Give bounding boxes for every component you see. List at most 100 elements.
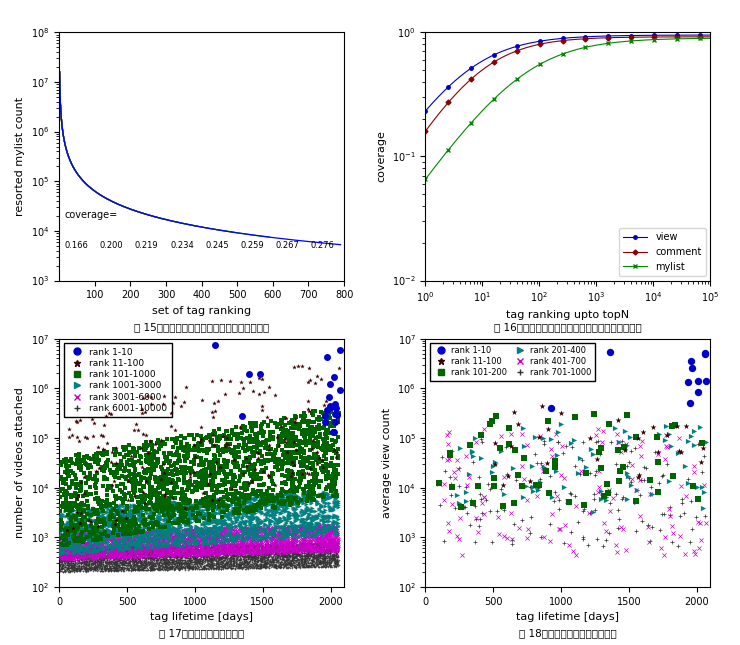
Point [85, 548, 97, 558]
Point [271, 552, 283, 562]
Point [169, 450, 181, 460]
Point [319, 555, 331, 566]
Point [210, 530, 222, 540]
Point [317, 543, 329, 553]
Point [692, 386, 704, 397]
Point [159, 550, 171, 560]
Point [257, 528, 269, 539]
Point [183, 502, 195, 513]
Point [162, 559, 174, 569]
Point [78, 550, 90, 560]
Point [269, 493, 281, 503]
Point [104, 546, 115, 557]
Point [276, 501, 288, 511]
Point [128, 545, 140, 555]
Point [209, 531, 221, 542]
Point [269, 542, 281, 553]
Point [95, 551, 107, 562]
Point [71, 555, 83, 565]
Point [206, 543, 218, 553]
Point [133, 565, 145, 575]
Point [315, 502, 327, 512]
Point [247, 540, 259, 550]
Point [73, 560, 85, 570]
Point [286, 562, 298, 572]
Point [188, 439, 200, 450]
Point [226, 522, 238, 533]
Point [267, 556, 279, 566]
Point [168, 483, 180, 493]
Point [278, 562, 289, 573]
Point [123, 537, 135, 547]
Point [294, 523, 306, 533]
Point [112, 549, 124, 559]
Point [67, 528, 78, 538]
Point [152, 500, 164, 510]
Point [170, 546, 182, 556]
Point [227, 554, 239, 564]
Point [149, 548, 161, 559]
Point [198, 562, 210, 573]
Point [249, 555, 261, 565]
Point [233, 440, 245, 450]
Point [309, 521, 320, 531]
Point [129, 486, 141, 496]
Point [255, 555, 267, 566]
Point [179, 531, 191, 542]
Point [85, 548, 97, 558]
Point [293, 439, 305, 449]
Point [201, 553, 212, 564]
Point [192, 546, 204, 557]
Point [238, 544, 249, 555]
Point [162, 543, 174, 553]
Point [181, 477, 192, 488]
Point [110, 542, 121, 553]
Point [189, 553, 201, 564]
Point [103, 551, 115, 561]
Point [132, 479, 144, 489]
Point [279, 420, 291, 430]
Point [108, 522, 120, 532]
Point [633, 511, 645, 521]
Point [74, 530, 86, 540]
Point [232, 537, 244, 547]
Point [128, 548, 140, 559]
Point [294, 523, 306, 533]
Point [116, 544, 128, 555]
Point [286, 421, 298, 431]
Point [73, 548, 85, 559]
Point [263, 545, 275, 555]
Point [97, 553, 109, 563]
Point [320, 541, 332, 551]
Point [306, 493, 317, 503]
Point [63, 553, 75, 564]
Point [212, 546, 224, 557]
Point [175, 544, 187, 555]
Point [466, 447, 478, 457]
Point [302, 396, 314, 406]
Point [317, 542, 329, 552]
Point [189, 521, 201, 531]
Point [162, 562, 174, 573]
Point [320, 550, 332, 561]
Point [61, 553, 73, 563]
Point [220, 501, 232, 511]
Point [197, 546, 209, 556]
Point [646, 522, 658, 532]
Point [272, 552, 284, 562]
Point [146, 551, 158, 562]
Point [155, 526, 167, 536]
Point [93, 546, 105, 557]
Point [196, 509, 208, 519]
Point [137, 542, 149, 552]
Point [215, 537, 226, 548]
Point [234, 558, 246, 568]
Point [306, 541, 317, 551]
Point [316, 551, 328, 561]
Point [286, 550, 297, 561]
Point [281, 542, 293, 552]
Point [98, 541, 110, 551]
Point [278, 533, 290, 543]
Point [306, 528, 318, 538]
Point [179, 541, 191, 551]
